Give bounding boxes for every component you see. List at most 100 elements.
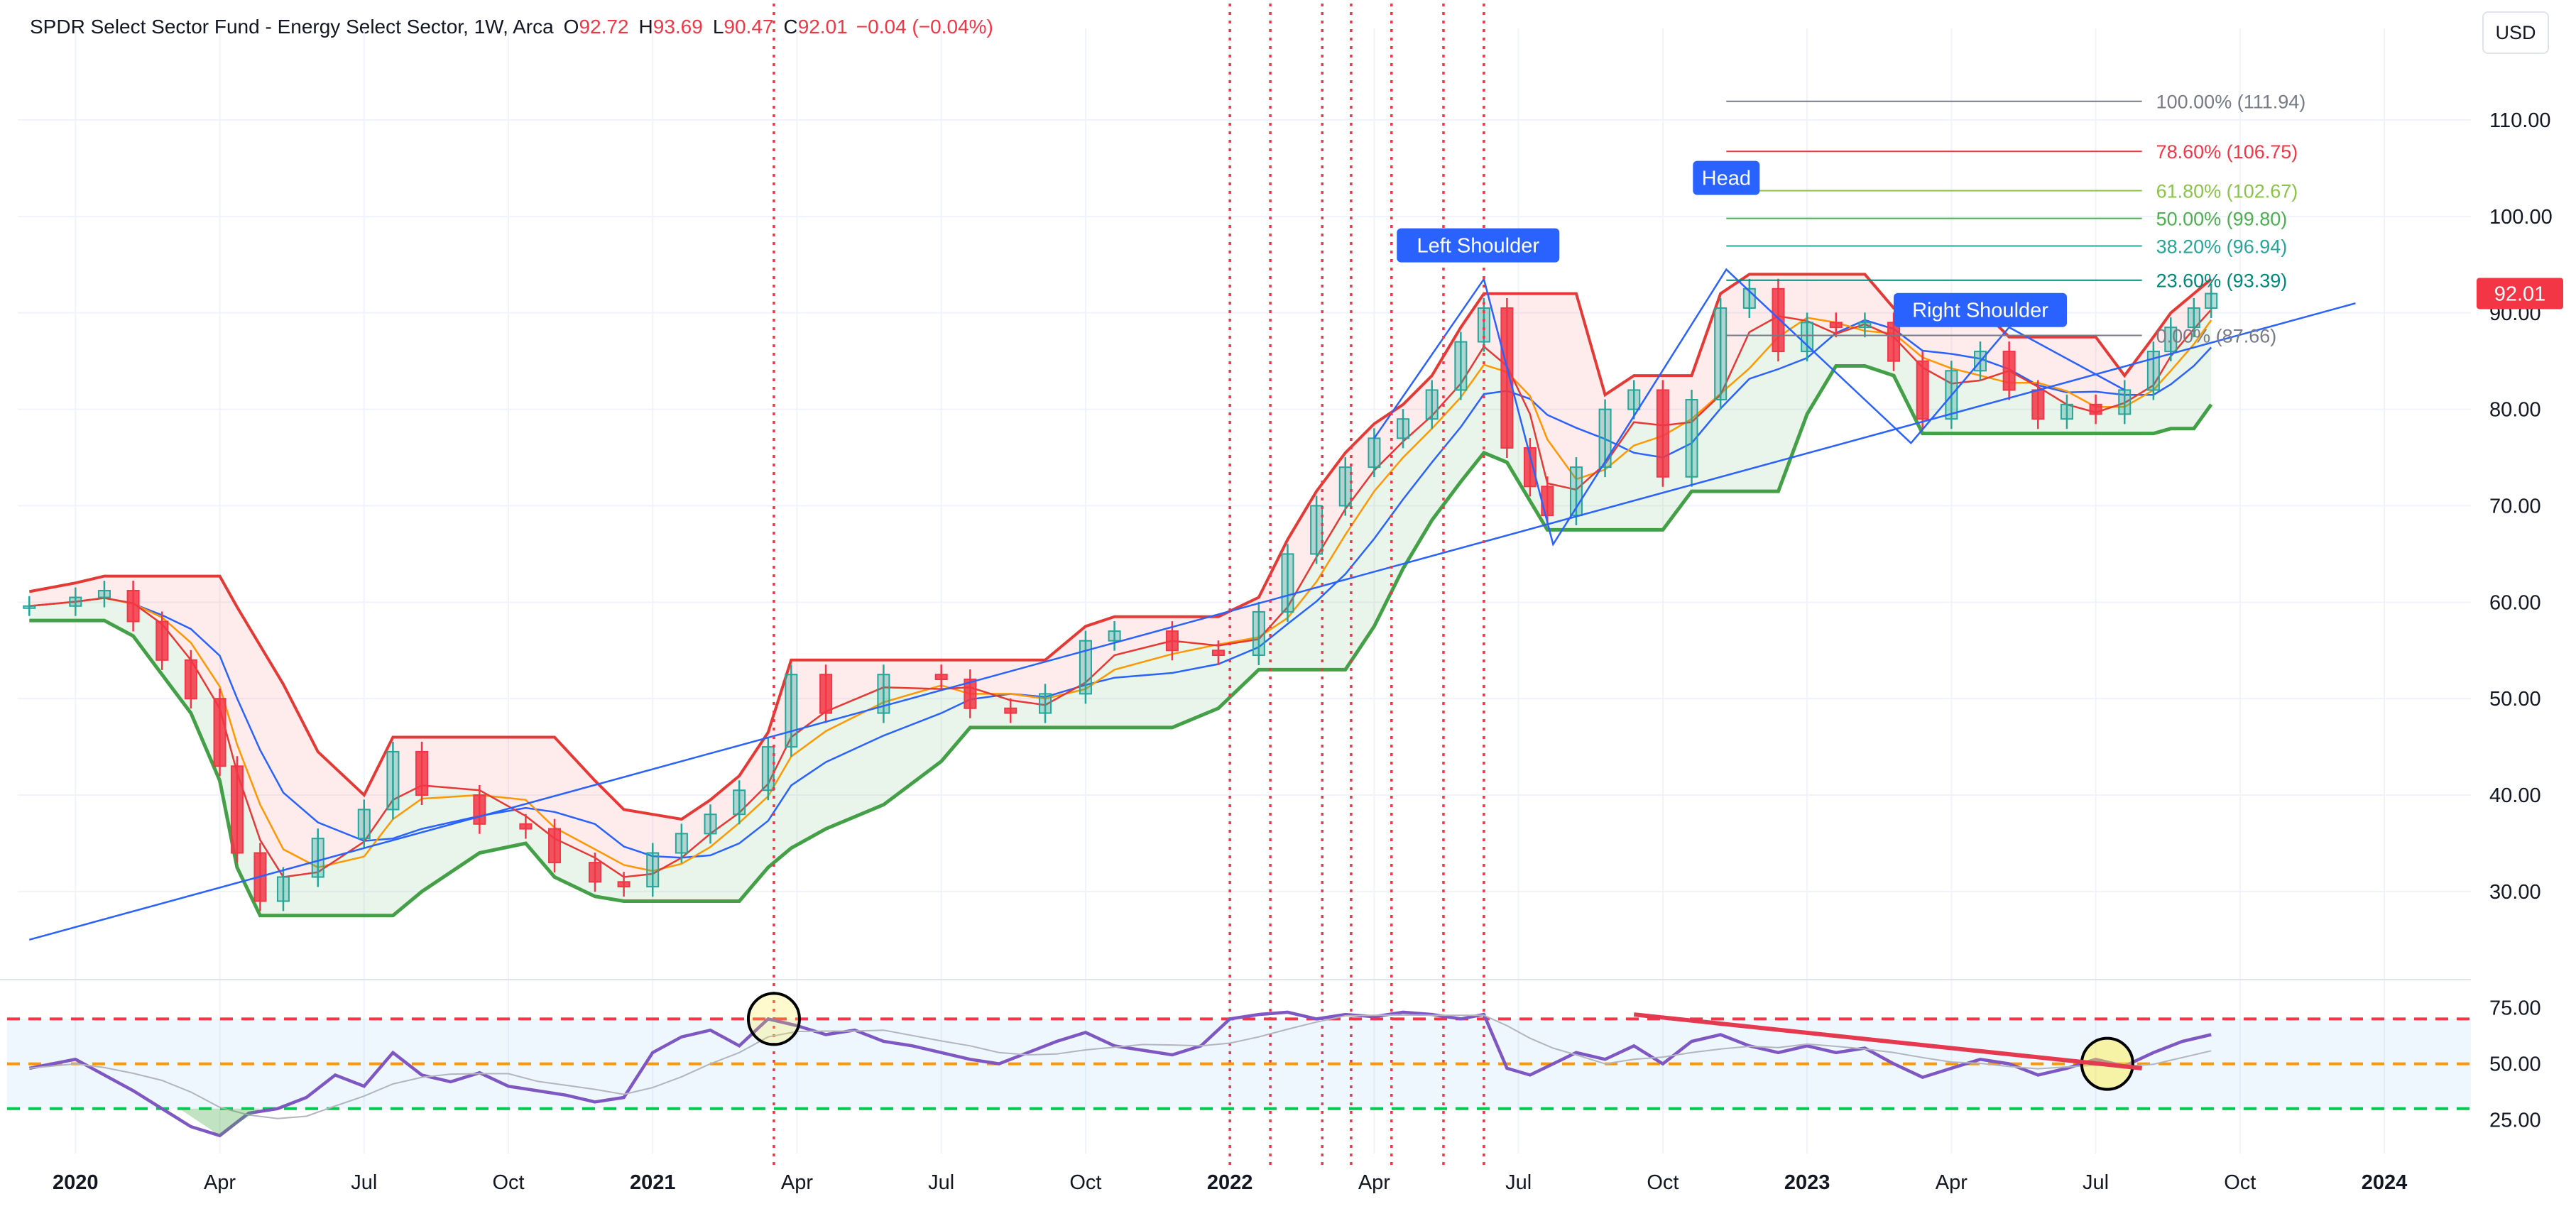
candle-body (1887, 322, 1901, 362)
candle-body (2118, 389, 2132, 415)
uptrend-line (28, 302, 2356, 941)
rsi-tick-label: 50.00 (2489, 1053, 2541, 1076)
candle-body (1801, 322, 1814, 353)
change-value: −0.04 (−0.04%) (856, 16, 993, 38)
candle-body (1685, 399, 1698, 478)
candle-body (230, 765, 244, 854)
ma-slow-line (29, 319, 2212, 859)
pattern-label-bg (1693, 160, 1760, 195)
close-value: 92.01 (797, 16, 848, 38)
candle-body (473, 794, 486, 825)
pattern-label-text: Left Shoulder (1417, 235, 1539, 258)
time-tick-label: 2020 (53, 1171, 99, 1194)
pattern-label: Head (1693, 160, 1760, 195)
candle-body (1425, 389, 1439, 420)
fib-level-label: 78.60% (106.75) (2156, 141, 2298, 163)
candle-body (2187, 307, 2200, 329)
time-tick-label: Apr (1358, 1171, 1390, 1194)
pattern-label-text: Right Shoulder (1912, 300, 2048, 322)
candle-body (2164, 327, 2178, 353)
rsi-ma-line (29, 1014, 2212, 1119)
symbol-title: SPDR Select Sector Fund - Energy Select … (30, 16, 554, 38)
candle-body (588, 862, 601, 883)
candle-body (1211, 650, 1225, 657)
fib-level-label: 100.00% (111.94) (2156, 92, 2306, 113)
rsi-tick-label: 25.00 (2489, 1110, 2541, 1132)
price-tick-label: 100.00 (2489, 206, 2553, 229)
time-tick-label: Oct (1647, 1171, 1679, 1194)
time-tick-label: Jul (351, 1171, 377, 1194)
pattern-label: Left Shoulder (1397, 228, 1560, 263)
candle-body (276, 876, 290, 902)
candle-body (646, 852, 660, 888)
candle-body (785, 674, 798, 748)
candle-body (357, 809, 371, 840)
candle-body (548, 828, 562, 864)
candle-body (213, 698, 227, 767)
time-tick-label: Jul (2083, 1171, 2109, 1194)
time-tick-label: Apr (204, 1171, 236, 1194)
close-label: C (783, 16, 798, 38)
candle-body (69, 596, 82, 607)
rsi-divergence-line (1633, 1012, 2142, 1070)
price-tick-label: 80.00 (2489, 399, 2541, 422)
rsi-tick-label: 75.00 (2489, 997, 2541, 1020)
fib-level-label: 38.20% (96.94) (2156, 236, 2288, 257)
time-tick-label: Oct (2224, 1171, 2256, 1194)
candle-body (1477, 307, 1490, 343)
price-tick-label: 110.00 (2489, 109, 2551, 132)
candle-body (2089, 403, 2102, 415)
rsi-highlight-circle (746, 992, 801, 1046)
last-price-label: 92.01 (2494, 283, 2546, 305)
candle-body (1858, 322, 1872, 329)
price-tick-label: 30.00 (2489, 881, 2541, 904)
time-tick-label: 2022 (1207, 1171, 1253, 1194)
low-label: L (712, 16, 724, 38)
pattern-label-text: Head (1702, 168, 1751, 190)
price-tick-label: 60.00 (2489, 591, 2541, 614)
candle-body (1397, 418, 1410, 439)
candle-body (97, 590, 111, 598)
candle-body (2031, 389, 2045, 420)
candle-body (1714, 307, 1728, 401)
price-tick-label: 40.00 (2489, 784, 2541, 807)
time-tick-label: 2021 (630, 1171, 676, 1194)
candle-body (1500, 307, 1514, 449)
time-tick-label: 2023 (1784, 1171, 1830, 1194)
candle-body (617, 881, 631, 888)
candle-body (311, 838, 324, 878)
time-tick-label: Jul (1505, 1171, 1532, 1194)
candle-body (877, 674, 890, 714)
candle-body (1627, 389, 1641, 410)
candle-body (1541, 486, 1554, 517)
price-axis: 110.00100.0090.0080.0070.0060.0050.0040.… (2489, 109, 2553, 904)
rsi-oversold-fill (179, 1108, 261, 1136)
candle-body (2146, 351, 2160, 391)
time-tick-label: Apr (781, 1171, 813, 1194)
head-shoulders-pattern (1373, 268, 2125, 547)
candle-body (1368, 437, 1381, 469)
candle-body (934, 674, 948, 681)
pattern-label-bg (1397, 228, 1560, 263)
candle-body (819, 674, 833, 714)
support-line (29, 364, 2213, 918)
candle-body (2205, 292, 2218, 309)
candle-body (761, 746, 775, 792)
candle-body (1772, 287, 1785, 353)
pattern-label-bg (1894, 292, 2067, 327)
candle-body (155, 620, 169, 661)
last-price-badge (2477, 278, 2563, 310)
candle-body (1454, 341, 1468, 391)
pattern-label: Right Shoulder (1894, 292, 2067, 327)
currency-selector[interactable]: USD (2482, 11, 2549, 54)
candle-body (184, 659, 197, 700)
candle-body (1656, 389, 1669, 478)
candle-body (1108, 630, 1121, 642)
candle-body (1281, 553, 1294, 613)
time-tick-label: Apr (1936, 1171, 1968, 1194)
candle-body (1039, 693, 1052, 714)
fib-level-label: 61.80% (102.67) (2156, 181, 2298, 202)
time-tick-label: Oct (1069, 1171, 1101, 1194)
candle-body (1338, 466, 1352, 507)
